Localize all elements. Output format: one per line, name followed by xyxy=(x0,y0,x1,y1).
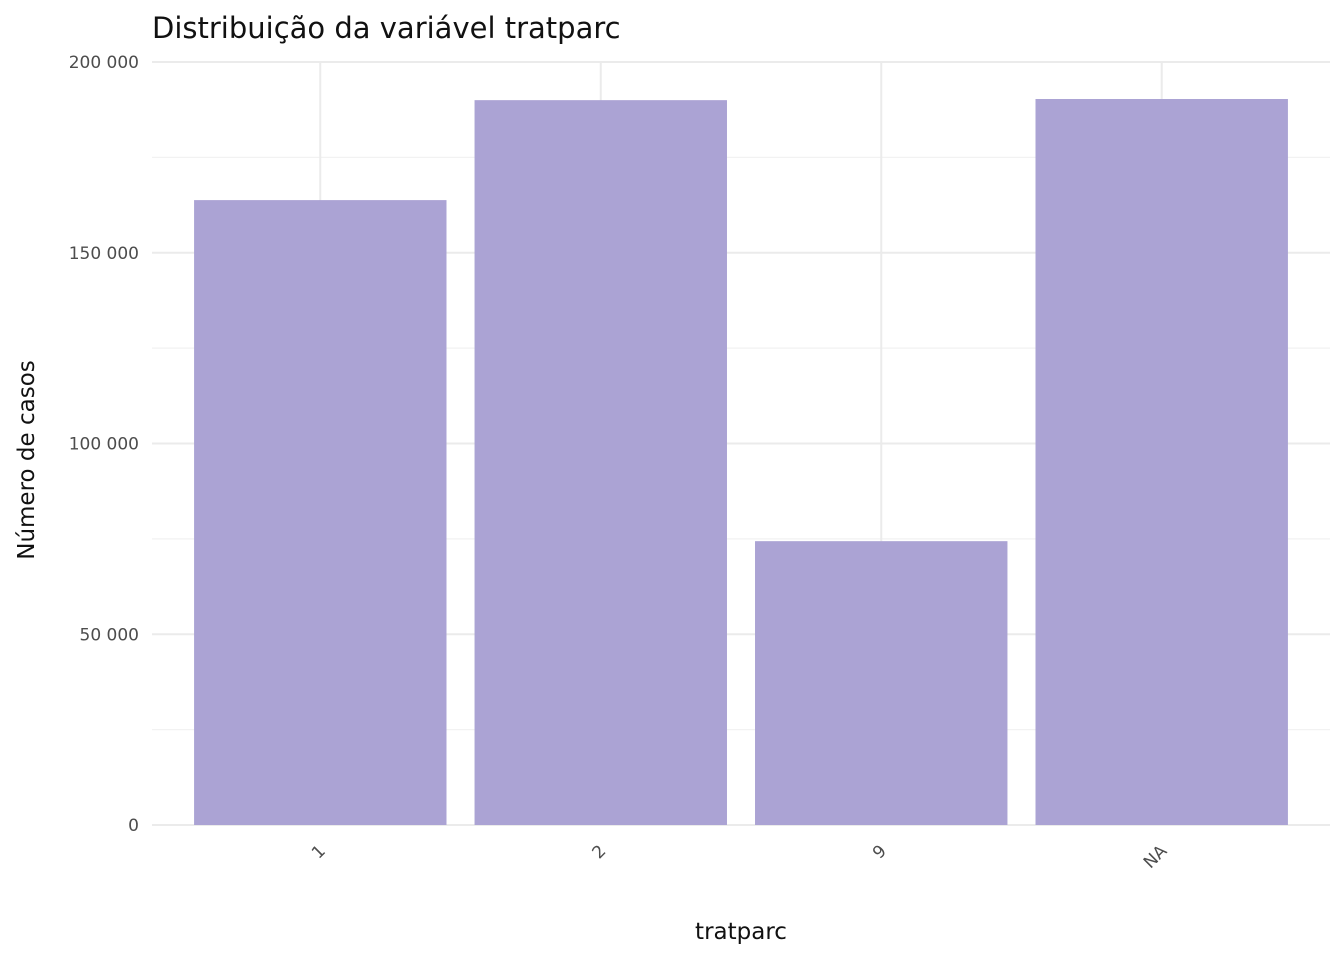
bar-na xyxy=(1035,99,1288,826)
x-tick-label: 1 xyxy=(308,841,330,863)
bars xyxy=(194,99,1288,826)
y-tick-label: 200 000 xyxy=(69,53,139,73)
bar-9 xyxy=(755,541,1008,825)
x-tick-label: 2 xyxy=(588,841,610,863)
y-axis-ticks: 0 50 000 100 000 150 000 200 000 xyxy=(69,53,139,836)
bar-1 xyxy=(194,200,447,825)
y-tick-label: 0 xyxy=(128,816,139,836)
y-tick-label: 100 000 xyxy=(69,435,139,455)
x-tick-label: 9 xyxy=(869,841,891,863)
y-tick-label: 50 000 xyxy=(80,625,139,645)
y-tick-label: 150 000 xyxy=(69,244,139,264)
x-tick-label: NA xyxy=(1140,841,1172,873)
x-axis-ticks: 1 2 9 NA xyxy=(308,841,1171,873)
y-axis-title: Número de casos xyxy=(14,360,40,560)
bar-2 xyxy=(474,100,727,825)
chart-title: Distribuição da variável tratparc xyxy=(152,11,621,45)
x-axis-title: tratparc xyxy=(695,919,787,945)
